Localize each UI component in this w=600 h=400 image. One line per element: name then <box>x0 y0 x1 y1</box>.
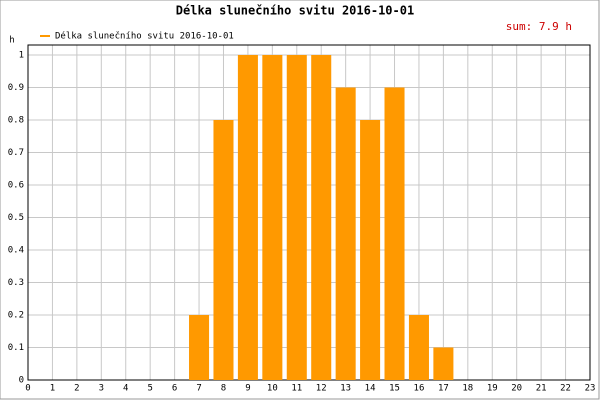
y-tick-label: 1 <box>19 51 24 61</box>
bar <box>384 87 405 380</box>
y-tick-label: 0.7 <box>8 148 24 158</box>
x-tick-label: 11 <box>291 384 302 394</box>
y-tick-label: 0.3 <box>8 278 24 288</box>
sum-annotation: sum: 7.9 h <box>506 20 572 33</box>
x-tick-label: 14 <box>365 384 376 394</box>
x-tick-label: 12 <box>316 384 327 394</box>
y-tick-label: 0.5 <box>8 213 24 223</box>
x-tick-label: 0 <box>25 384 30 394</box>
x-tick-label: 15 <box>389 384 400 394</box>
x-tick-label: 1 <box>50 384 55 394</box>
bar <box>262 55 283 380</box>
y-tick-label: 0.6 <box>8 181 24 191</box>
x-tick-label: 2 <box>74 384 79 394</box>
y-tick-label: 0.8 <box>8 116 24 126</box>
x-tick-label: 23 <box>585 384 596 394</box>
plot-border <box>27 44 591 381</box>
x-tick-label: 13 <box>340 384 351 394</box>
x-tick-label: 22 <box>560 384 571 394</box>
x-tick-label: 5 <box>147 384 152 394</box>
x-tick-label: 20 <box>511 384 522 394</box>
x-tick-label: 17 <box>438 384 449 394</box>
y-tick-label: 0.2 <box>8 311 24 321</box>
x-tick-label: 16 <box>414 384 425 394</box>
chart-title: Délka slunečního svitu 2016-10-01 <box>176 4 414 18</box>
bar <box>286 55 307 380</box>
bar <box>335 87 356 380</box>
bar <box>311 55 332 380</box>
x-tick-label: 8 <box>221 384 226 394</box>
x-tick-label: 21 <box>536 384 547 394</box>
y-tick-label: 0 <box>19 376 24 386</box>
bar <box>189 315 210 380</box>
bar <box>408 315 429 380</box>
bar <box>360 120 381 380</box>
bar <box>237 55 258 380</box>
x-tick-label: 9 <box>245 384 250 394</box>
x-tick-label: 7 <box>196 384 201 394</box>
x-tick-label: 19 <box>487 384 498 394</box>
legend-label: Délka slunečního svitu 2016-10-01 <box>55 31 234 42</box>
y-tick-label: 0.1 <box>8 343 24 353</box>
x-tick-label: 4 <box>123 384 128 394</box>
y-axis-label: h <box>9 36 14 46</box>
x-tick-label: 3 <box>99 384 104 394</box>
x-tick-label: 6 <box>172 384 177 394</box>
bar <box>433 347 454 380</box>
y-tick-label: 0.4 <box>8 246 24 256</box>
x-tick-label: 18 <box>462 384 473 394</box>
x-tick-label: 10 <box>267 384 278 394</box>
y-tick-label: 0.9 <box>8 83 24 93</box>
bar <box>213 120 234 380</box>
